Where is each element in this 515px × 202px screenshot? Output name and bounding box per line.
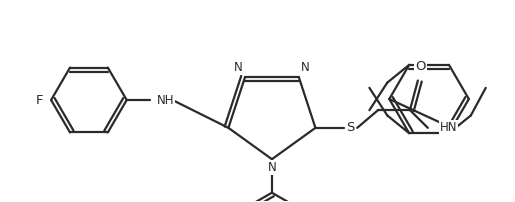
Text: HN: HN (440, 121, 457, 134)
Text: N: N (268, 161, 276, 174)
Text: S: S (346, 121, 354, 134)
Text: NH: NH (157, 94, 174, 106)
Text: O: O (416, 60, 426, 73)
Text: N: N (301, 61, 310, 74)
Text: F: F (36, 94, 43, 106)
Text: N: N (234, 61, 243, 74)
